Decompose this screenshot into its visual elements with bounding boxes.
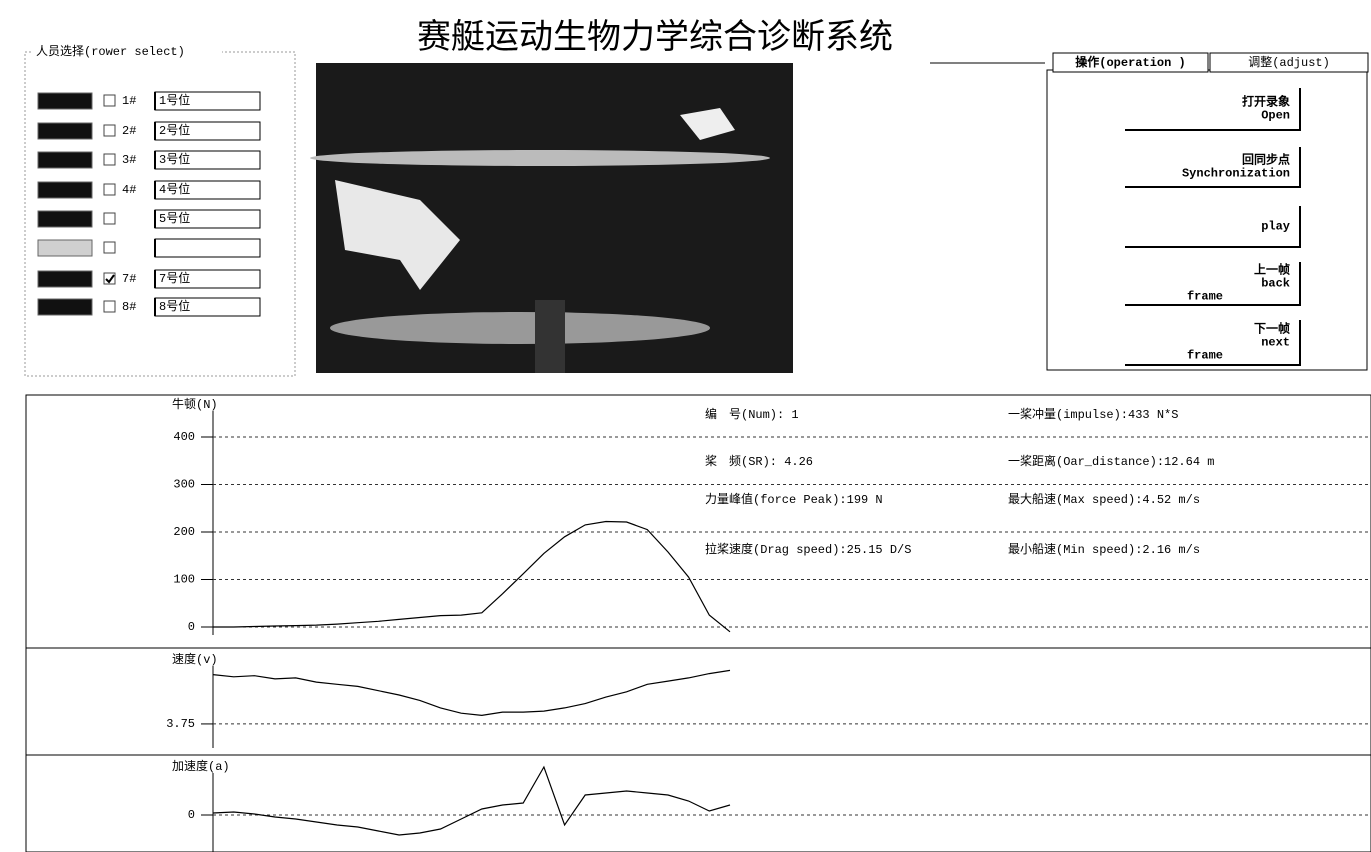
info-text: 拉桨速度(Drag speed):25.15 D/S [705,541,911,557]
checkbox[interactable] [104,184,115,195]
rower-legend: 人员选择(rower select) [36,44,185,59]
rower-color[interactable] [38,93,92,109]
rower-label: 8# [122,300,136,314]
y-tick-label: 300 [173,478,195,492]
info-text: 桨 频(SR): 4.26 [705,454,813,469]
checkbox[interactable] [104,95,115,106]
rower-label: 7# [122,272,136,286]
rower-color[interactable] [38,123,92,139]
rower-label: 1# [122,94,136,108]
y-tick-label: 0 [188,620,195,634]
rower-input-text: 5号位 [159,210,190,226]
y-axis-label: 牛顿(N) [172,396,218,412]
rower-label: 3# [122,153,136,167]
button-label: Synchronization [1182,167,1290,181]
button-label: 回同步点 [1242,152,1290,168]
checkbox[interactable] [104,242,115,253]
checkbox[interactable] [104,213,115,224]
rower-input[interactable] [155,239,260,257]
info-text: 最小船速(Min speed):2.16 m/s [1008,542,1200,557]
button-label: play [1261,220,1290,234]
rower-input-text: 3号位 [159,151,190,167]
button-label: next [1261,336,1290,350]
data-line [213,670,730,715]
info-text: 力量峰值(force Peak):199 N [705,491,883,507]
rower-input-text: 2号位 [159,122,190,138]
app-title: 赛艇运动生物力学综合诊断系统 [417,18,893,56]
rower-color[interactable] [38,240,92,256]
checkbox[interactable] [104,301,115,312]
info-text: 一桨距离(Oar_distance):12.64 m [1008,453,1214,469]
y-axis-label: 速度(v) [172,651,218,667]
video-frame [310,63,793,373]
rower-color[interactable] [38,271,92,287]
rower-input-text: 8号位 [159,298,190,314]
y-tick-label: 0 [188,808,195,822]
data-line [213,522,730,632]
y-axis-label: 加速度(a) [172,758,230,774]
button-label: 下一帧 [1254,321,1290,337]
data-line [213,767,730,835]
rower-input-text: 4号位 [159,181,190,197]
rower-input-text: 7号位 [159,270,190,286]
info-text: 最大船速(Max speed):4.52 m/s [1008,492,1200,507]
y-tick-label: 3.75 [166,717,195,731]
app-window: 赛艇运动生物力学综合诊断系统 人员选择(rower select) 1# 1号位 2… [0,0,1371,852]
y-tick-label: 200 [173,525,195,539]
button-label: Open [1261,109,1290,123]
button-label: 上一帧 [1254,262,1290,278]
rower-color[interactable] [38,211,92,227]
tab-label: 操作(operation ) [1075,54,1185,70]
rower-input-text: 1号位 [159,92,190,108]
button-label: frame [1187,290,1223,304]
rower-color[interactable] [38,299,92,315]
button-label: back [1261,277,1290,291]
button-label: 打开录象 [1242,94,1290,110]
rower-color[interactable] [38,152,92,168]
rower-label: 2# [122,124,136,138]
info-text: 一桨冲量(impulse):433 N*S [1008,406,1178,422]
checkbox[interactable] [104,154,115,165]
rower-color[interactable] [38,182,92,198]
button-label: frame [1187,349,1223,363]
tab-label: 调整(adjust) [1248,54,1330,70]
info-text: 编 号(Num): 1 [705,406,799,422]
rower-label: 4# [122,183,136,197]
y-tick-label: 400 [173,430,195,444]
checkbox[interactable] [104,125,115,136]
y-tick-label: 100 [173,573,195,587]
